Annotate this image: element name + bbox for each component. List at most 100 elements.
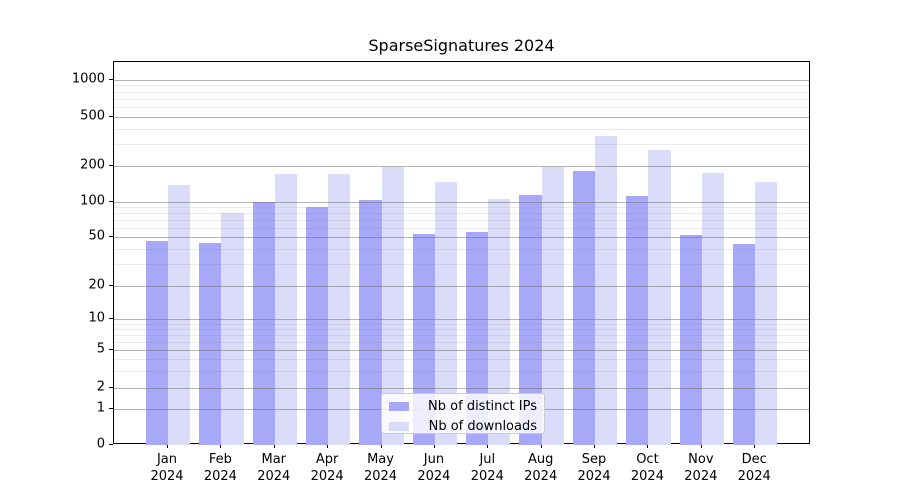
bar-distinct-ips-jan [145, 241, 168, 445]
y-tick-label-5: 5 [96, 341, 105, 357]
x-tick-mark-nov [700, 444, 702, 448]
y-tick-label-2: 2 [96, 379, 105, 395]
legend-label-distinct-ips: Nb of distinct IPs [428, 399, 537, 414]
minor-gridline-6 [114, 342, 809, 344]
x-tick-mark-oct [647, 444, 649, 448]
gridline-200 [114, 166, 809, 167]
gridline-10 [114, 319, 809, 321]
x-tick-label-may: May 2024 [363, 452, 398, 484]
minor-gridline-70 [114, 220, 809, 221]
y-tick-mark-2 [109, 386, 113, 388]
legend: Nb of distinct IPs Nb of downloads [381, 393, 545, 434]
minor-gridline-8 [114, 329, 809, 331]
bar-distinct-ips-nov [679, 235, 702, 445]
y-tick-mark-1000 [109, 78, 113, 80]
x-tick-label-oct: Oct 2024 [630, 452, 664, 484]
bar-distinct-ips-oct [626, 196, 649, 445]
legend-swatch-downloads [389, 422, 409, 431]
minor-gridline-40 [114, 248, 809, 250]
x-tick-mark-feb [220, 444, 222, 448]
y-tick-label-1000: 1000 [71, 71, 105, 86]
x-tick-label-aug: Aug 2024 [524, 452, 558, 484]
bar-downloads-oct [648, 150, 671, 445]
x-tick-label-feb: Feb 2024 [203, 452, 237, 484]
y-tick-mark-500 [109, 116, 113, 118]
y-tick-mark-0 [109, 444, 113, 445]
bar-distinct-ips-may [359, 200, 382, 445]
bar-distinct-ips-mar [252, 202, 275, 445]
x-tick-mark-jun [433, 444, 435, 448]
legend-item-downloads: Nb of downloads [389, 418, 537, 435]
y-tick-label-50: 50 [88, 228, 105, 244]
x-tick-mark-jan [167, 444, 168, 448]
bar-downloads-dec [755, 181, 778, 445]
bar-downloads-jul [488, 199, 511, 445]
y-tick-label-100: 100 [80, 193, 105, 209]
minor-gridline-4 [114, 359, 809, 361]
legend-item-distinct-ips: Nb of distinct IPs [389, 398, 537, 415]
bar-downloads-may [381, 166, 404, 445]
y-tick-mark-1 [109, 407, 113, 409]
x-tick-mark-aug [540, 444, 542, 448]
gridline-50 [114, 237, 809, 238]
x-tick-label-mar: Mar 2024 [257, 452, 291, 484]
x-tick-label-apr: Apr 2024 [310, 452, 344, 484]
x-tick-mark-dec [754, 444, 756, 448]
bar-downloads-apr [328, 174, 351, 445]
bar-distinct-ips-feb [199, 242, 222, 445]
minor-gridline-800 [114, 91, 809, 93]
y-tick-mark-50 [109, 236, 113, 237]
x-tick-label-nov: Nov 2024 [684, 452, 718, 484]
legend-label-downloads: Nb of downloads [428, 419, 537, 434]
gridline-500 [114, 117, 809, 119]
y-tick-mark-5 [109, 349, 113, 351]
bar-downloads-jun [434, 181, 458, 445]
bar-downloads-jan [168, 184, 191, 445]
minor-gridline-90 [114, 207, 809, 209]
x-tick-label-dec: Dec 2024 [737, 452, 771, 484]
x-tick-mark-apr [327, 444, 329, 448]
minor-gridline-30 [114, 264, 809, 266]
y-tick-label-0: 0 [96, 436, 105, 452]
x-tick-label-jul: Jul 2024 [470, 452, 504, 484]
gridline-5 [114, 350, 809, 352]
bar-distinct-ips-jun [412, 234, 435, 445]
gridline-100 [114, 202, 809, 203]
x-tick-mark-may [380, 444, 382, 448]
gridline-1000 [114, 79, 809, 81]
minor-gridline-600 [114, 107, 809, 109]
gridline-2 [114, 387, 809, 389]
y-tick-mark-100 [109, 201, 113, 202]
y-tick-label-20: 20 [88, 277, 105, 293]
y-tick-label-200: 200 [80, 157, 105, 173]
y-tick-label-1: 1 [96, 400, 105, 416]
bar-downloads-nov [701, 172, 725, 445]
y-tick-mark-200 [109, 165, 113, 166]
minor-gridline-700 [114, 98, 809, 100]
x-tick-label-jun: Jun 2024 [417, 452, 451, 484]
x-tick-label-jan: Jan 2024 [150, 452, 184, 484]
y-tick-mark-10 [109, 318, 113, 320]
minor-gridline-400 [114, 129, 809, 131]
minor-gridline-3 [114, 371, 809, 373]
legend-swatch-distinct-ips [389, 402, 409, 411]
chart-title: SparseSignatures 2024 [368, 36, 555, 55]
minor-gridline-80 [114, 213, 809, 215]
bar-distinct-ips-jul [466, 232, 489, 445]
bar-downloads-sep [595, 136, 618, 445]
minor-gridline-7 [114, 335, 809, 337]
y-tick-mark-20 [109, 284, 113, 286]
minor-gridline-300 [114, 144, 809, 146]
bar-downloads-mar [274, 173, 297, 445]
minor-gridline-9 [114, 324, 809, 325]
bar-downloads-feb [221, 213, 244, 445]
minor-gridline-60 [114, 227, 809, 229]
y-tick-label-10: 10 [88, 310, 105, 326]
x-tick-mark-jul [487, 444, 489, 448]
minor-gridline-900 [114, 85, 809, 87]
x-tick-mark-mar [273, 444, 275, 448]
y-tick-label-500: 500 [80, 108, 105, 124]
x-tick-label-sep: Sep 2024 [577, 452, 611, 484]
bar-downloads-aug [541, 167, 564, 445]
